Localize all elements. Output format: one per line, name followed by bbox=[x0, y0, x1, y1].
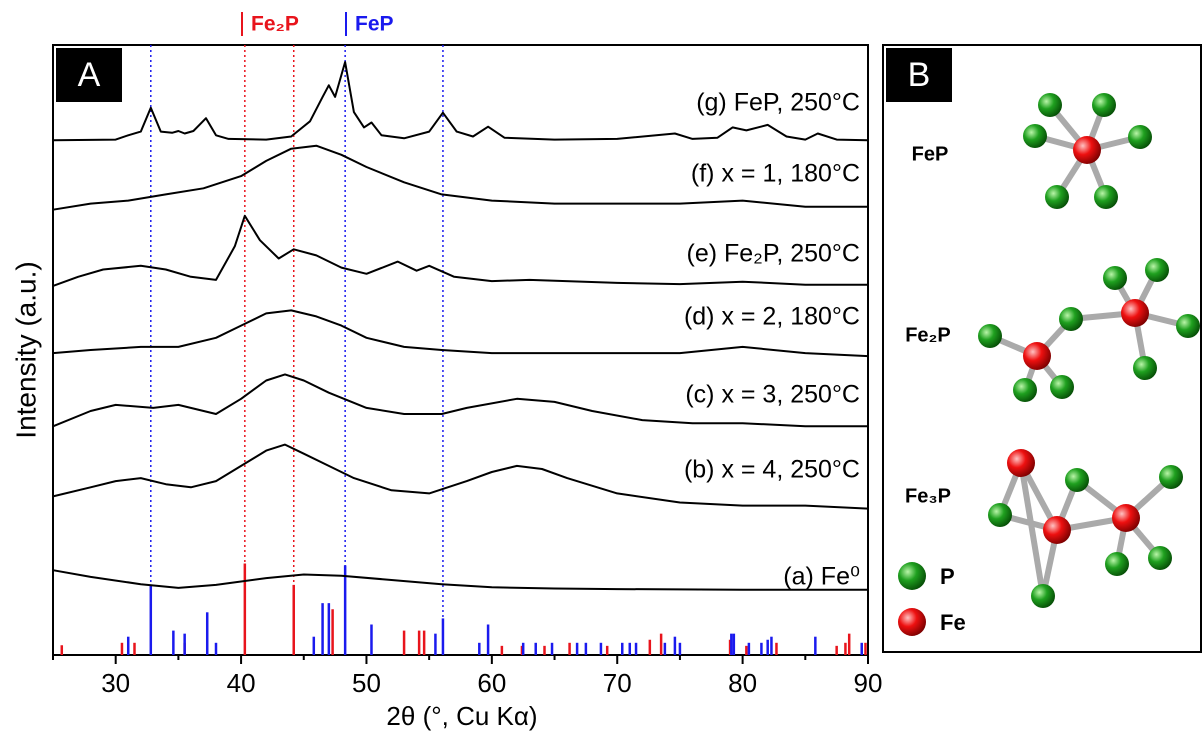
pattern-trace bbox=[52, 214, 868, 287]
legend-label: P bbox=[940, 564, 955, 589]
legend-label: FeP bbox=[355, 13, 394, 36]
x-tick-label: 70 bbox=[603, 668, 632, 698]
p-atom-key bbox=[898, 562, 926, 590]
p-atom bbox=[1065, 468, 1089, 492]
fe-atom bbox=[1023, 342, 1051, 370]
x-tick-label: 40 bbox=[227, 668, 256, 698]
p-atom bbox=[1145, 258, 1169, 282]
trace-label: (c) x = 3, 250°C bbox=[685, 381, 860, 409]
x-tick-label: 60 bbox=[477, 668, 506, 698]
x-tick-label: 30 bbox=[101, 668, 130, 698]
trace-label: (g) FeP, 250°C bbox=[696, 89, 860, 117]
bond bbox=[1018, 460, 1046, 599]
structures bbox=[978, 93, 1200, 608]
panel-tag bbox=[56, 48, 122, 102]
pattern-trace bbox=[52, 309, 869, 358]
p-atom bbox=[988, 503, 1012, 527]
pattern-trace bbox=[52, 443, 869, 510]
panel-b-frame bbox=[882, 44, 1202, 653]
structure-label: Fe₃P bbox=[905, 485, 951, 507]
p-atom bbox=[1013, 378, 1037, 402]
structure-label: Fe₂P bbox=[905, 324, 951, 346]
pattern-trace bbox=[52, 373, 868, 428]
panel-label: B bbox=[908, 56, 931, 94]
p-atom bbox=[1148, 546, 1172, 570]
fe-atom bbox=[1112, 504, 1140, 532]
fe-atom bbox=[1043, 516, 1071, 544]
legend-label: Fe₂P bbox=[251, 13, 299, 36]
p-atom bbox=[1023, 124, 1047, 148]
structure-label: FeP bbox=[912, 143, 949, 165]
pattern-trace bbox=[52, 61, 869, 142]
trace-label: (a) Fe⁰ bbox=[783, 563, 860, 591]
fe-atom bbox=[1073, 136, 1101, 164]
trace-label: (f) x = 1, 180°C bbox=[691, 160, 860, 188]
p-atom bbox=[1038, 93, 1062, 117]
trace-label: (e) Fe₂P, 250°C bbox=[687, 240, 861, 268]
panel-label: A bbox=[78, 56, 101, 94]
p-atom bbox=[1128, 125, 1152, 149]
p-atom bbox=[1031, 584, 1055, 608]
x-tick-label: 50 bbox=[352, 668, 381, 698]
p-atom bbox=[1092, 93, 1116, 117]
p-atom bbox=[1050, 375, 1074, 399]
p-atom bbox=[1059, 307, 1083, 331]
x-tick-label: 80 bbox=[728, 668, 757, 698]
p-atom bbox=[978, 324, 1002, 348]
fe-atom bbox=[1121, 299, 1149, 327]
x-tick-label: 90 bbox=[854, 668, 883, 698]
fe-atom-key bbox=[898, 608, 926, 636]
p-atom bbox=[1133, 356, 1157, 380]
p-atom bbox=[1105, 552, 1129, 576]
panel-tag bbox=[886, 48, 952, 102]
pattern-trace bbox=[52, 144, 868, 211]
fe-atom bbox=[1007, 449, 1035, 477]
p-atom bbox=[1176, 314, 1200, 338]
trace-label: (d) x = 2, 180°C bbox=[684, 303, 860, 331]
p-atom bbox=[1045, 185, 1069, 209]
legend-label: Fe bbox=[940, 610, 966, 635]
p-atom bbox=[1094, 185, 1118, 209]
pattern-trace bbox=[52, 569, 868, 591]
p-atom bbox=[1159, 465, 1183, 489]
trace-label: (b) x = 4, 250°C bbox=[684, 456, 860, 484]
x-axis-label: 2θ (°, Cu Kα) bbox=[386, 701, 537, 731]
plot-frame bbox=[52, 44, 869, 656]
p-atom bbox=[1103, 266, 1127, 290]
y-axis-label: Intensity (a.u.) bbox=[10, 261, 41, 438]
